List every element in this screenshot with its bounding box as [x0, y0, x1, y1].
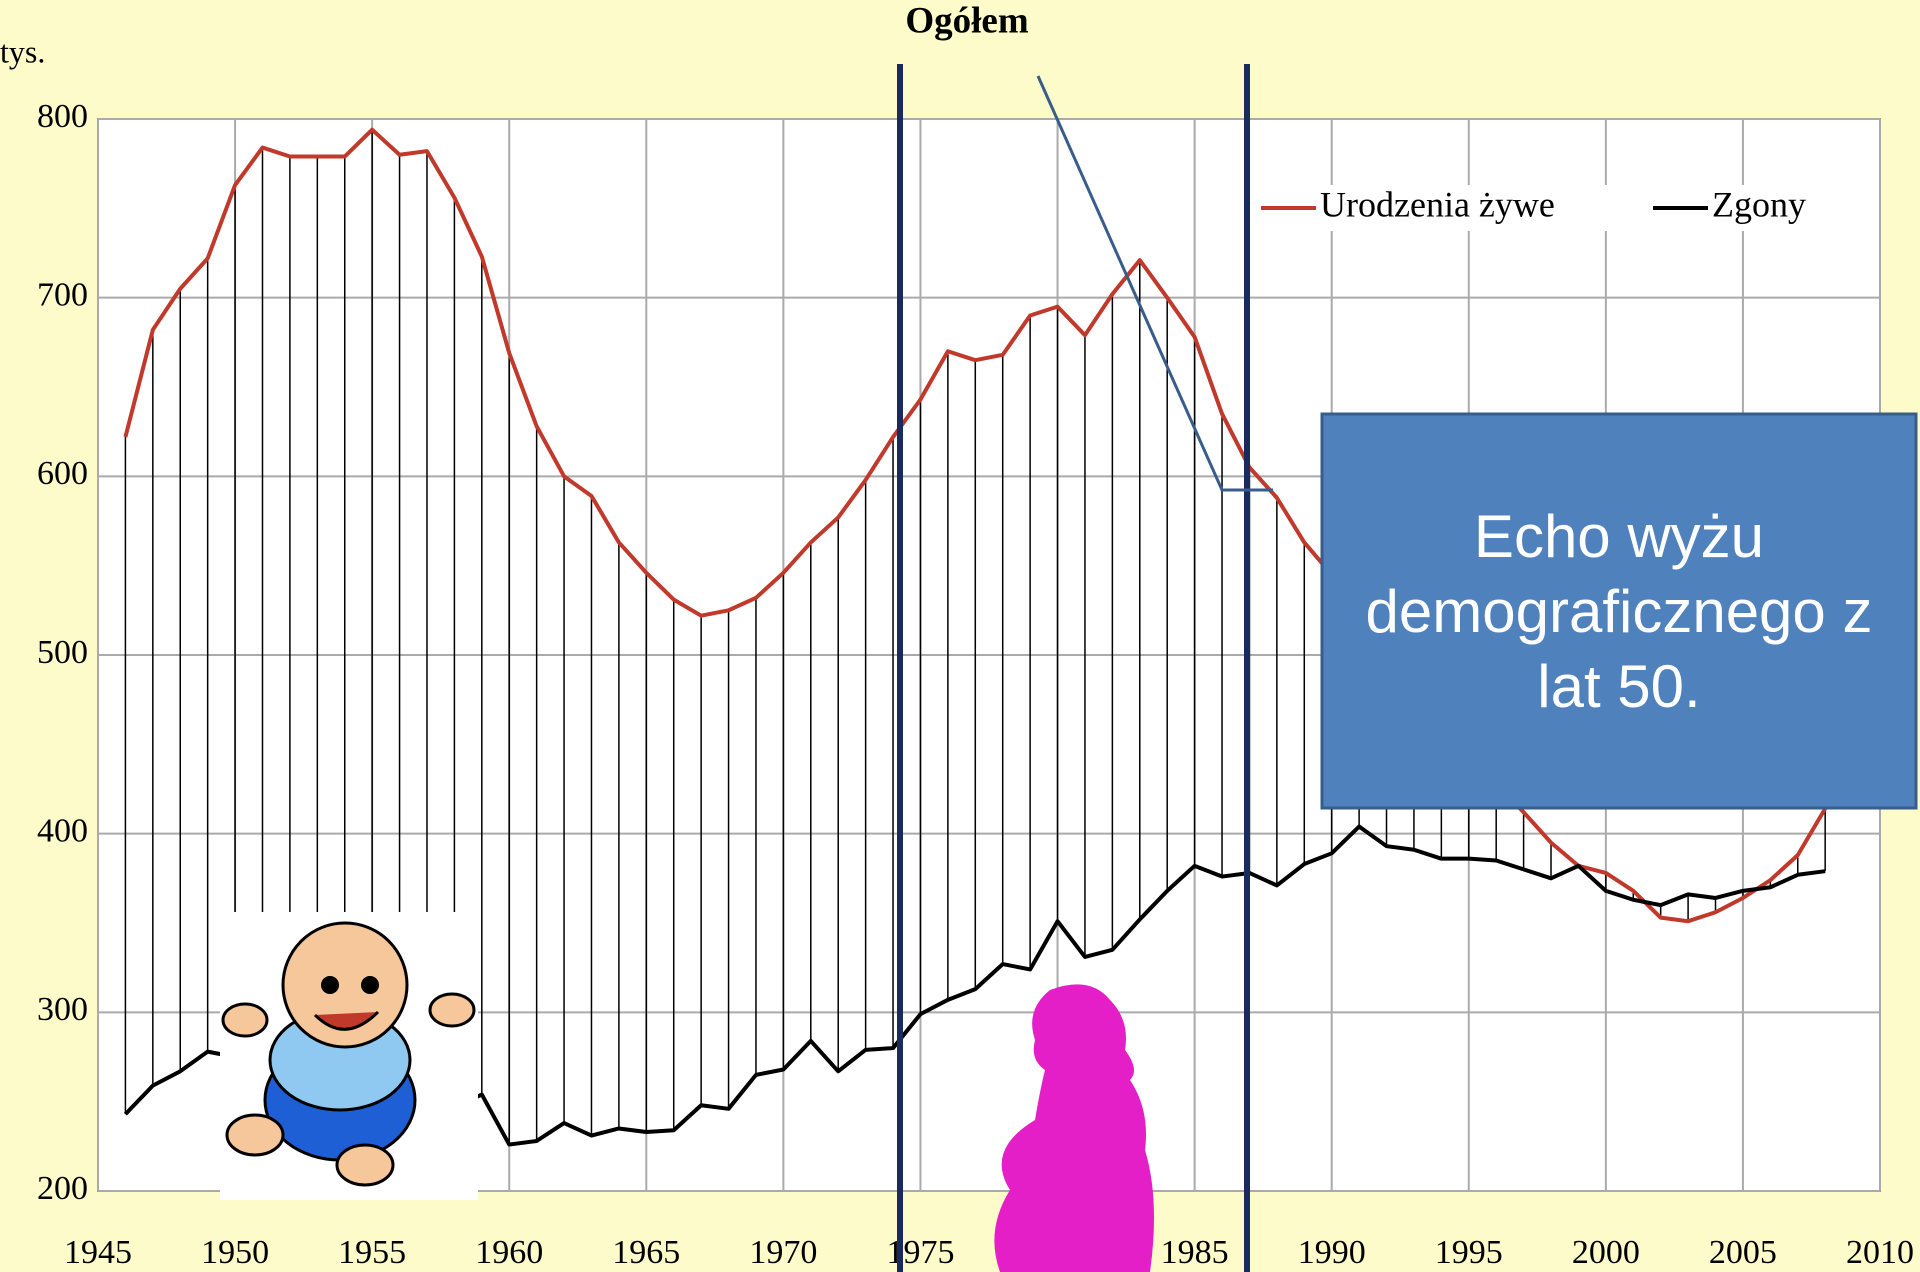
y-tick-label: 800 [37, 98, 88, 135]
x-tick-label: 1985 [1161, 1234, 1229, 1271]
x-tick-label: 2005 [1709, 1234, 1777, 1271]
x-tick-label: 2000 [1572, 1234, 1640, 1271]
pregnant-clipart [994, 984, 1154, 1272]
y-tick-label: 200 [37, 1170, 88, 1207]
y-tick-label: 300 [37, 991, 88, 1028]
x-tick-label: 1945 [64, 1234, 132, 1271]
x-tick-label: 1970 [749, 1234, 817, 1271]
chart-title: Ogółem [905, 0, 1028, 41]
y-unit: tys. [0, 33, 45, 69]
x-tick-label: 1990 [1298, 1234, 1366, 1271]
x-tick-label: 1950 [201, 1234, 269, 1271]
x-tick-label: 1960 [475, 1234, 543, 1271]
baby-clipart [220, 912, 478, 1200]
legend-bg [1255, 185, 1825, 231]
legend-label: Zgony [1712, 184, 1806, 224]
x-tick-label: 1995 [1435, 1234, 1503, 1271]
callout-text: Echo wyżu demograficznego z lat 50. [1365, 502, 1873, 720]
legend-label: Urodzenia żywe [1320, 184, 1555, 224]
callout-pointer [1036, 75, 1273, 492]
x-tick-label: 1965 [612, 1234, 680, 1271]
y-tick-label: 400 [37, 812, 88, 849]
series-line [123, 127, 1827, 924]
y-tick-label: 500 [37, 634, 88, 671]
x-tick-label: 2010 [1846, 1234, 1914, 1271]
callout-box [1320, 412, 1918, 810]
x-tick-label: 1955 [338, 1234, 406, 1271]
y-tick-label: 700 [37, 276, 88, 313]
x-tick-label: 1975 [886, 1234, 954, 1271]
y-tick-label: 600 [37, 455, 88, 492]
callout: Echo wyżu demograficznego z lat 50. [1365, 502, 1873, 720]
